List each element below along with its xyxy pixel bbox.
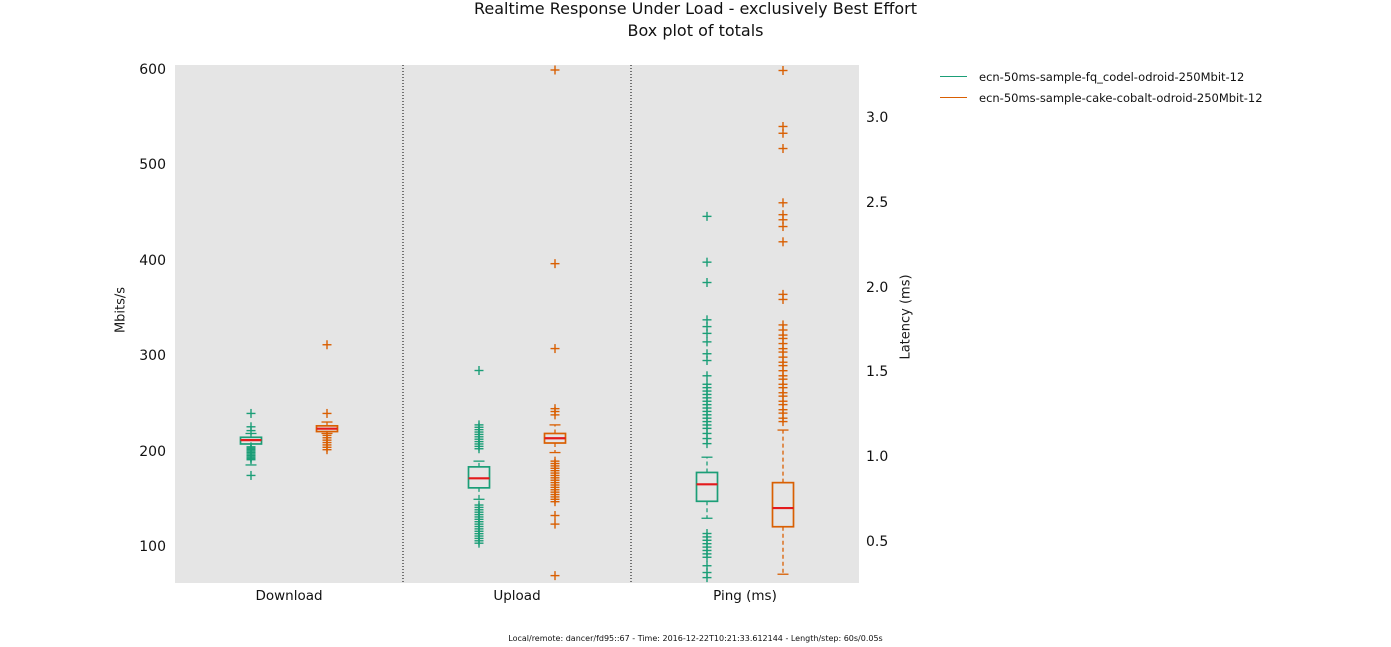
x-tick-label-upload: Upload (493, 588, 541, 604)
chart-title-line1: Realtime Response Under Load - exclusive… (473, 0, 917, 18)
flier-marker (474, 366, 484, 376)
x-tick-label-download: Download (255, 588, 323, 604)
tick-label: 3.0 (866, 110, 889, 126)
flier-marker (702, 573, 712, 583)
flier-marker (322, 340, 332, 350)
flier-marker (550, 65, 560, 75)
footer-metadata: Local/remote: dancer/fd95::67 - Time: 20… (508, 634, 883, 643)
flier-marker (246, 426, 256, 436)
tick-label: 500 (139, 157, 166, 174)
flier-marker (702, 278, 712, 288)
legend-item: ecn-50ms-sample-cake-cobalt-odroid-250Mb… (940, 87, 1263, 108)
flier-marker (778, 144, 788, 154)
tick-label: 1.5 (866, 364, 889, 381)
tick-label: 600 (139, 62, 166, 78)
box-group-ping-ms--s1 (695, 211, 719, 583)
flier-marker (702, 337, 712, 347)
box (771, 481, 795, 528)
flier-marker (778, 66, 788, 76)
chart-title-line2: Box plot of totals (627, 21, 764, 40)
tick-label: 0.5 (866, 534, 889, 550)
legend-label: ecn-50ms-sample-fq_codel-odroid-250Mbit-… (979, 69, 1245, 84)
tick-label: 100 (139, 539, 166, 555)
box-group-upload-s1 (467, 366, 491, 548)
flier-marker (702, 552, 712, 562)
flier-marker (550, 344, 560, 354)
flier-marker (702, 328, 712, 338)
tick-label: 300 (139, 348, 166, 365)
tick-label: 2.5 (866, 194, 889, 211)
flier-marker (778, 198, 788, 208)
flier-marker (778, 417, 788, 427)
flier-marker (702, 211, 712, 221)
chart-title: Realtime Response Under Load - exclusive… (0, 0, 1391, 42)
tick-label: 200 (139, 443, 166, 460)
flier-marker (474, 444, 484, 454)
flier-marker (474, 538, 484, 548)
flier-marker (702, 439, 712, 449)
flier-marker (702, 371, 712, 381)
box-group-download-s2 (315, 340, 339, 455)
legend-line-sample (940, 76, 967, 77)
flier-marker (778, 237, 788, 247)
tick-label: 1.0 (866, 449, 889, 466)
flier-marker (550, 497, 560, 507)
flier-marker (778, 294, 788, 304)
box (695, 471, 719, 503)
flier-marker (322, 408, 332, 418)
box-group-ping-ms--s2 (771, 66, 795, 575)
flier-marker (550, 571, 560, 581)
tick-label: 2.0 (866, 279, 889, 296)
flier-marker (778, 128, 788, 138)
flier-marker (778, 222, 788, 232)
legend: ecn-50ms-sample-fq_codel-odroid-250Mbit-… (940, 66, 1263, 108)
flier-marker (322, 445, 332, 455)
flier-marker (246, 408, 256, 418)
flier-marker (702, 257, 712, 267)
flier-marker (702, 356, 712, 366)
tick-label: 400 (139, 252, 166, 269)
flier-marker (550, 511, 560, 521)
flier-marker (550, 410, 560, 420)
legend-label: ecn-50ms-sample-cake-cobalt-odroid-250Mb… (979, 90, 1263, 105)
flier-marker (246, 470, 256, 480)
plot-background (175, 65, 859, 583)
flier-marker (550, 259, 560, 269)
legend-item: ecn-50ms-sample-fq_codel-odroid-250Mbit-… (940, 66, 1263, 87)
x-tick-label-ping-ms-: Ping (ms) (713, 588, 777, 604)
legend-line-sample (940, 97, 967, 98)
flier-marker (246, 455, 256, 465)
flier-marker (550, 519, 560, 529)
box-group-download-s1 (239, 408, 263, 480)
box-group-upload-s2 (543, 65, 567, 581)
